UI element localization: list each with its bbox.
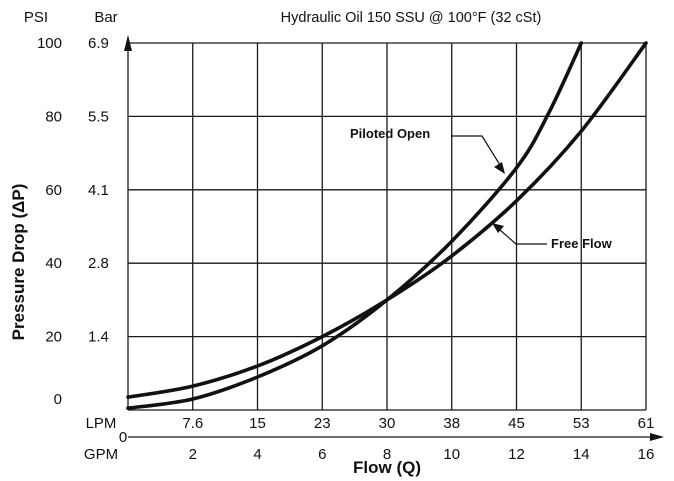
annotation-piloted-open: Piloted Open: [350, 126, 505, 174]
arrowhead-free-flow: [492, 223, 504, 233]
series: [126, 41, 648, 410]
x-tick-origin: 0: [119, 429, 127, 446]
x-tick-lpm-30: 30: [379, 415, 396, 432]
y-tick-bar-5.5: 5.5: [88, 108, 109, 125]
y-tick-psi-40: 40: [45, 255, 62, 272]
arrowhead-piloted-open: [494, 162, 505, 174]
x-tick-gpm-4: 4: [253, 446, 261, 463]
x-unit-gpm: GPM: [84, 446, 118, 463]
series-line-piloted-open: [126, 41, 584, 410]
x-tick-gpm-2: 2: [189, 446, 197, 463]
x-tick-gpm-10: 10: [443, 446, 460, 463]
x-tick-lpm-53: 53: [573, 415, 590, 432]
label-piloted-open: Piloted Open: [350, 126, 430, 141]
x-tick-lpm-7.6: 7.6: [182, 415, 203, 432]
x-axis-label: Flow (Q): [353, 458, 421, 477]
x-unit-lpm: LPM: [86, 415, 117, 432]
y-tick-psi-60: 60: [45, 182, 62, 199]
x-tick-gpm-16: 16: [638, 446, 655, 463]
x-tick-lpm-15: 15: [249, 415, 266, 432]
leader-piloted-open: [451, 135, 501, 166]
x-tick-gpm-12: 12: [508, 446, 525, 463]
axes: [124, 35, 664, 441]
y-axis-arrow: [124, 35, 132, 51]
y-tick-psi-20: 20: [45, 329, 62, 346]
x-tick-gpm-14: 14: [573, 446, 590, 463]
series-line-free-flow: [126, 41, 648, 399]
x-tick-gpm-6: 6: [318, 446, 326, 463]
x-tick-lpm-61: 61: [638, 415, 655, 432]
y-axis-label: Pressure Drop (ΔP): [9, 184, 28, 341]
y-tick-psi-80: 80: [45, 108, 62, 125]
x-axis-arrow: [650, 433, 664, 441]
y-tick-psi-0: 0: [54, 391, 62, 408]
y-unit-bar: Bar: [94, 9, 117, 26]
x-tick-gpm-8: 8: [383, 446, 391, 463]
y-tick-bar-4.1: 4.1: [88, 182, 109, 199]
y-tick-bar-2.8: 2.8: [88, 255, 109, 272]
label-free-flow: Free Flow: [551, 236, 613, 251]
chart-title: Hydraulic Oil 150 SSU @ 100°F (32 cSt): [281, 10, 542, 26]
leader-free-flow: [499, 229, 547, 245]
x-tick-lpm-23: 23: [314, 415, 331, 432]
y-tick-psi-100: 100: [37, 35, 62, 52]
y-unit-psi: PSI: [24, 9, 48, 26]
grid: [128, 42, 647, 410]
annotation-free-flow: Free Flow: [492, 223, 613, 251]
y-tick-bar-1.4: 1.4: [88, 329, 109, 346]
x-tick-lpm-45: 45: [508, 415, 525, 432]
x-tick-lpm-38: 38: [443, 415, 460, 432]
y-tick-bar-6.9: 6.9: [88, 35, 109, 52]
